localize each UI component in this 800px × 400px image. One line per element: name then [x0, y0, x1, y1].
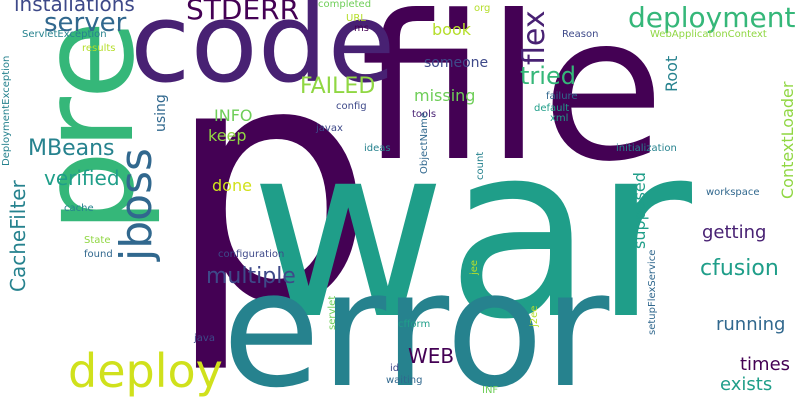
word-cloud-word: javax — [316, 123, 343, 134]
word-cloud-word: jboss — [111, 148, 162, 261]
word-cloud-word: Reason — [562, 29, 599, 40]
word-cloud-word: file — [360, 0, 665, 206]
word-cloud-word: missing — [414, 86, 476, 105]
word-cloud-word: ContextLoader — [778, 81, 797, 199]
word-cloud-word: WEB — [408, 344, 455, 368]
word-cloud-word: error — [222, 236, 610, 400]
word-cloud-word: MBeans — [28, 136, 115, 161]
word-cloud-word: j2ee — [529, 305, 540, 327]
word-cloud-word: workspace — [706, 187, 760, 198]
word-cloud-word: completed — [318, 0, 372, 10]
word-cloud-word: war — [250, 92, 693, 372]
word-cloud-word: someone — [424, 55, 489, 71]
word-cloud-word: getting — [702, 222, 767, 243]
word-cloud-word: STDERR — [186, 0, 300, 26]
word-cloud-word: FAILED — [300, 74, 376, 99]
word-cloud-word: tried — [520, 62, 576, 90]
word-cloud-word: cache — [64, 203, 94, 214]
word-cloud-word: running — [716, 314, 786, 335]
word-cloud-word: WebApplicationContext — [650, 29, 767, 40]
word-cloud-word: DeploymentException — [1, 55, 12, 166]
word-cloud-word: supposed — [630, 172, 649, 249]
word-cloud-word: deployment — [628, 1, 796, 34]
word-cloud-word: using — [153, 94, 169, 132]
word-cloud-word: exists — [720, 374, 773, 395]
word-cloud-word: Root — [662, 55, 681, 92]
word-cloud-word: p — [166, 0, 376, 377]
word-cloud-word: multiple — [206, 264, 296, 289]
word-cloud-word: installations — [14, 0, 135, 16]
word-cloud-word: servlet — [327, 295, 338, 330]
word-cloud-word: ideas — [364, 143, 391, 154]
word-cloud-word: waiting — [386, 375, 423, 386]
word-cloud-word: initialization — [616, 143, 677, 154]
word-cloud-word: done — [212, 176, 252, 195]
word-cloud-word: ObjectName — [419, 111, 430, 174]
word-cloud-word: flex — [517, 10, 552, 65]
word-cloud-word: State — [84, 235, 111, 246]
word-cloud-word: INFO — [214, 106, 253, 125]
word-cloud-word: server — [44, 8, 127, 38]
word-cloud-word: code — [130, 0, 396, 107]
word-cloud-word: org — [474, 3, 491, 14]
word-cloud-word: config — [336, 101, 367, 112]
word-cloud-word: xml — [550, 113, 569, 124]
word-cloud-word: INF — [482, 385, 499, 396]
word-cloud-word: setupFlexService — [647, 249, 658, 335]
word-cloud-word: default — [534, 103, 570, 114]
word-cloud-word: id — [390, 363, 400, 374]
word-cloud-word: java — [194, 333, 215, 344]
word-cloud-word: times — [740, 354, 791, 375]
word-cloud-word: ms — [354, 23, 369, 34]
word-cloud-word: tools — [412, 109, 437, 120]
word-cloud-word: jee — [469, 259, 480, 275]
word-cloud-word: ServletException — [22, 29, 107, 40]
word-cloud-word: found — [84, 249, 113, 260]
word-cloud-word: results — [82, 43, 116, 54]
word-cloud-word: URL — [346, 13, 366, 24]
word-cloud-word: CacheFilter — [6, 180, 30, 292]
word-cloud-word: failure — [546, 91, 578, 102]
word-cloud-word: keep — [208, 126, 247, 145]
word-cloud-word: book — [432, 20, 471, 39]
word-cloud-word: cfusion — [700, 256, 779, 281]
word-cloud-word: deploy — [68, 344, 223, 398]
word-cloud-word: verified — [44, 166, 120, 190]
word-cloud-word: cfform — [398, 319, 431, 330]
word-cloud-word: count — [475, 151, 486, 180]
word-cloud-word: configuration — [218, 249, 285, 260]
